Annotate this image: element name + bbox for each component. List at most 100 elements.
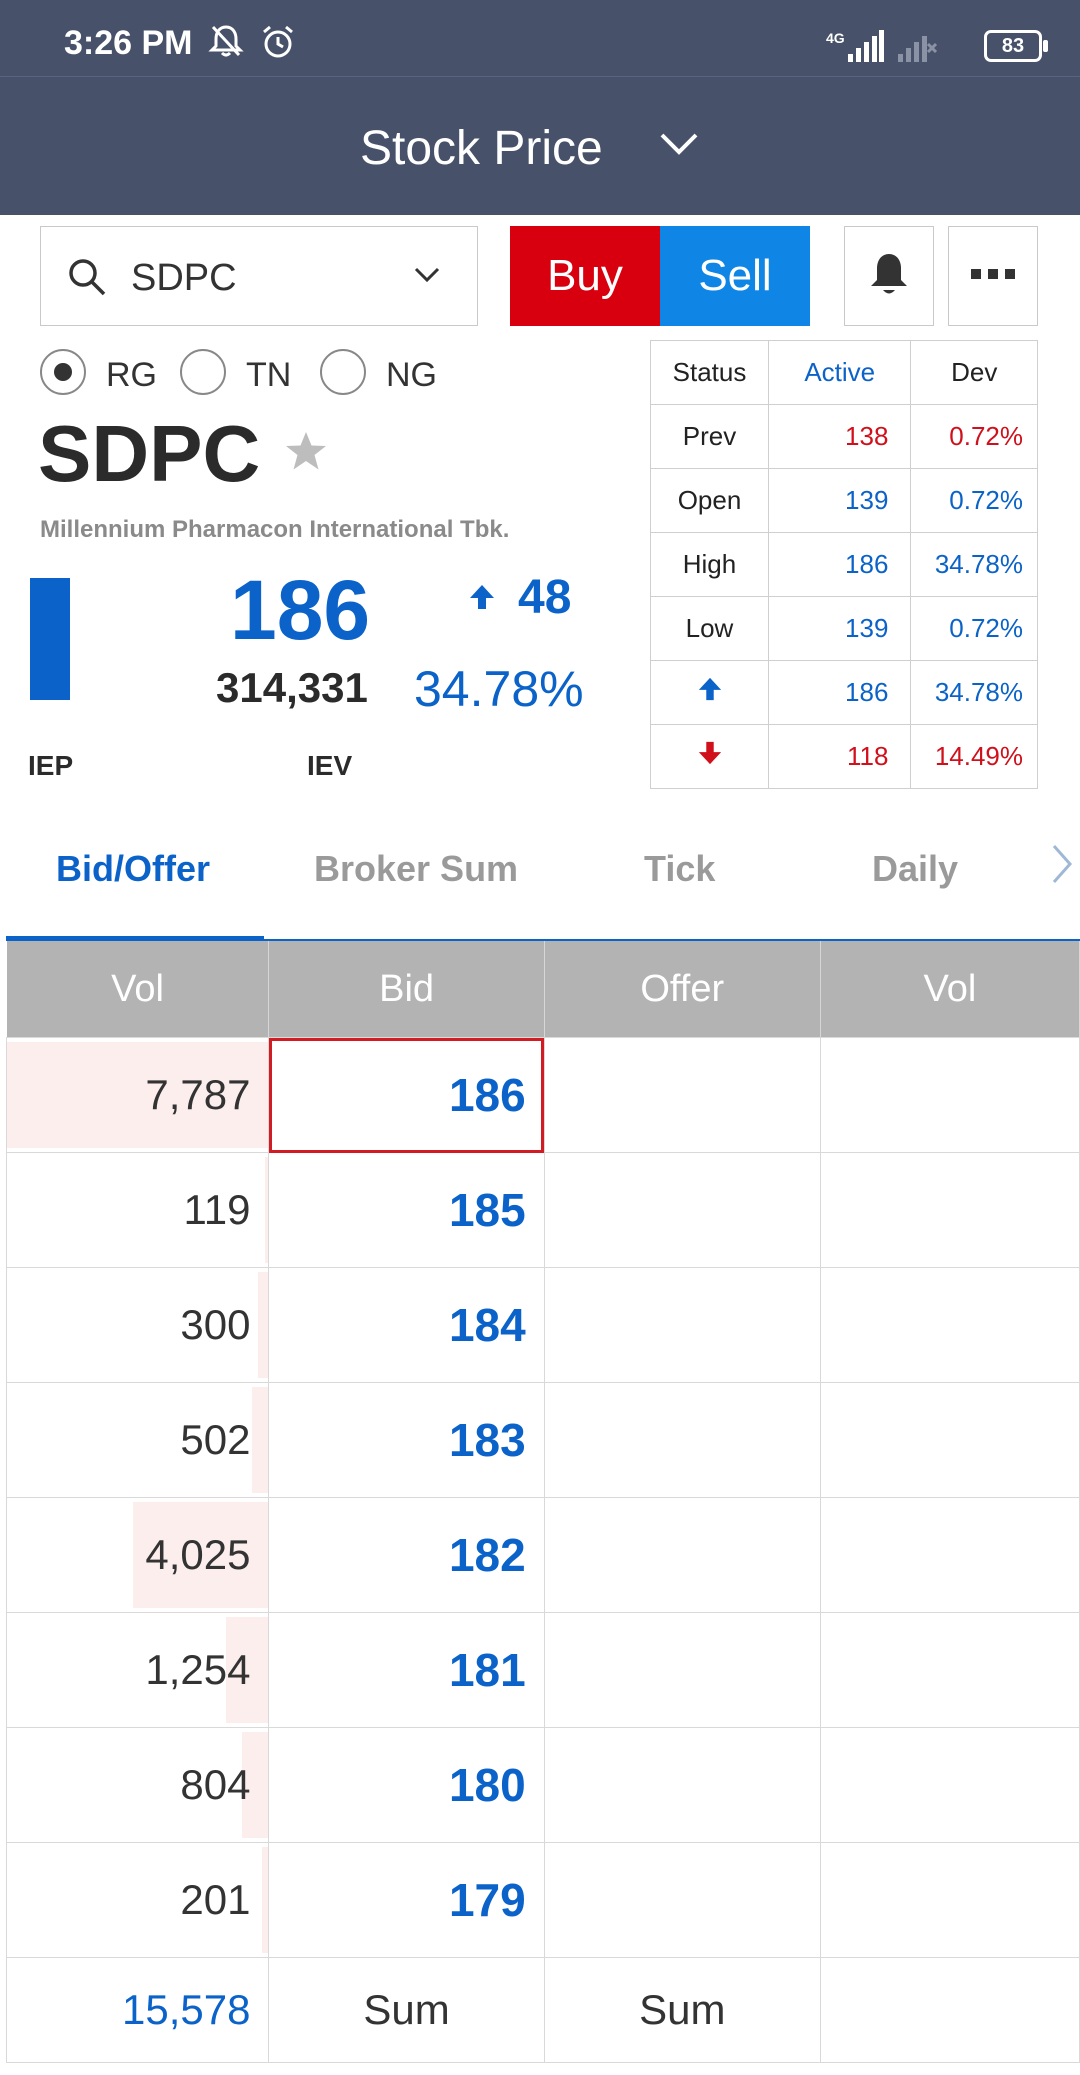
bid-volume-cell[interactable]: 4,025 bbox=[5, 1497, 270, 1613]
bid-price-cell[interactable]: 180 bbox=[268, 1727, 545, 1843]
status-row-ara: 186 34.78% bbox=[650, 660, 1038, 725]
bid-volume-bar bbox=[261, 1847, 269, 1953]
bid-header: Bid bbox=[268, 941, 545, 1038]
order-book-row[interactable]: 804 180 bbox=[5, 1727, 1080, 1843]
bid-volume-cell[interactable]: 300 bbox=[5, 1267, 270, 1383]
offer-vol-sum bbox=[819, 1957, 1080, 2063]
offer-price-cell[interactable] bbox=[543, 1727, 821, 1843]
bid-price-cell[interactable]: 182 bbox=[268, 1497, 545, 1613]
row-value: 118 bbox=[767, 724, 912, 789]
offer-volume-cell[interactable] bbox=[819, 1152, 1080, 1268]
price-change-percent: 34.78% bbox=[414, 661, 584, 717]
dev-header: Dev bbox=[910, 340, 1038, 405]
bid-vol-header: Vol bbox=[6, 941, 270, 1038]
active-tab-indicator bbox=[6, 936, 264, 941]
offer-volume-cell[interactable] bbox=[819, 1267, 1080, 1383]
bid-volume-cell[interactable]: 1,254 bbox=[5, 1612, 270, 1728]
tab-bar: Bid/Offer Broker Sum Tick Daily bbox=[0, 808, 1080, 940]
order-book-row[interactable]: 300 184 bbox=[5, 1267, 1080, 1383]
more-options-button[interactable] bbox=[948, 226, 1038, 326]
tab-bid-offer[interactable]: Bid/Offer bbox=[56, 848, 211, 889]
up-arrow-icon bbox=[468, 583, 496, 616]
down-arrow-icon bbox=[650, 724, 769, 789]
offer-volume-cell[interactable] bbox=[819, 1842, 1080, 1958]
offer-price-cell[interactable] bbox=[543, 1842, 821, 1958]
row-value: 186 bbox=[767, 532, 912, 597]
row-dev: 34.78% bbox=[910, 532, 1038, 597]
offer-volume-cell[interactable] bbox=[819, 1037, 1080, 1153]
bid-price-cell[interactable]: 179 bbox=[268, 1842, 545, 1958]
bid-volume-value: 300 bbox=[180, 1301, 251, 1348]
offer-volume-cell[interactable] bbox=[819, 1612, 1080, 1728]
order-book-row[interactable]: 502 183 bbox=[5, 1382, 1080, 1498]
offer-vol-header: Vol bbox=[820, 941, 1080, 1038]
network-type: 4G bbox=[826, 30, 845, 46]
row-value: 186 bbox=[767, 660, 912, 725]
chevron-right-icon[interactable] bbox=[1050, 842, 1074, 891]
offer-price-cell[interactable] bbox=[543, 1037, 821, 1153]
chevron-down-icon[interactable] bbox=[658, 129, 700, 164]
bid-price-cell[interactable]: 181 bbox=[268, 1612, 545, 1728]
radio-circle bbox=[40, 349, 86, 395]
tab-daily[interactable]: Daily bbox=[872, 848, 959, 889]
company-name: Millennium Pharmacon International Tbk. bbox=[40, 516, 510, 543]
price-alert-button[interactable] bbox=[844, 226, 934, 326]
offer-volume-cell[interactable] bbox=[819, 1727, 1080, 1843]
bid-price-cell[interactable]: 185 bbox=[268, 1152, 545, 1268]
bid-volume-cell[interactable]: 201 bbox=[5, 1842, 270, 1958]
bid-volume-bar bbox=[258, 1272, 269, 1378]
order-book-row[interactable]: 119 185 bbox=[5, 1152, 1080, 1268]
row-label: Open bbox=[650, 468, 769, 533]
volume-value: 314,331 bbox=[216, 664, 368, 711]
symbol-search-input[interactable]: SDPC bbox=[40, 226, 478, 326]
order-book-header: Vol Bid Offer Vol bbox=[6, 941, 1080, 1038]
offer-price-cell[interactable] bbox=[543, 1152, 821, 1268]
bell-icon bbox=[867, 250, 911, 303]
bid-volume-cell[interactable]: 119 bbox=[5, 1152, 270, 1268]
mute-notification-icon bbox=[208, 24, 244, 63]
buy-button[interactable]: Buy bbox=[510, 226, 660, 326]
status-header: Status bbox=[650, 340, 769, 405]
order-book-row[interactable]: 4,025 182 bbox=[5, 1497, 1080, 1613]
bid-price-cell[interactable]: 186 bbox=[268, 1037, 545, 1153]
bid-price-cell[interactable]: 183 bbox=[268, 1382, 545, 1498]
bid-vol-sum: 15,578 bbox=[5, 1957, 270, 2063]
alarm-icon bbox=[260, 24, 296, 65]
sell-button[interactable]: Sell bbox=[660, 226, 810, 326]
price-change: 48 bbox=[518, 571, 572, 624]
offer-price-cell[interactable] bbox=[543, 1612, 821, 1728]
tab-tick[interactable]: Tick bbox=[644, 848, 716, 889]
row-label: Prev bbox=[650, 404, 769, 469]
order-book-row[interactable]: 7,787 186 bbox=[5, 1037, 1080, 1153]
bid-volume-cell[interactable]: 804 bbox=[5, 1727, 270, 1843]
offer-volume-cell[interactable] bbox=[819, 1382, 1080, 1498]
tab-broker-sum[interactable]: Broker Sum bbox=[314, 848, 519, 889]
order-book-row[interactable]: 201 179 bbox=[5, 1842, 1080, 1958]
bid-sum-label: Sum bbox=[268, 1957, 545, 2063]
bid-volume-cell[interactable]: 502 bbox=[5, 1382, 270, 1498]
order-book-row[interactable]: 1,254 181 bbox=[5, 1612, 1080, 1728]
favorite-star-icon[interactable] bbox=[284, 430, 328, 477]
battery-indicator: 83 bbox=[984, 30, 1048, 62]
bid-volume-cell[interactable]: 7,787 bbox=[5, 1037, 270, 1153]
up-arrow-icon bbox=[650, 660, 769, 725]
row-dev: 34.78% bbox=[910, 660, 1038, 725]
bid-volume-bar bbox=[241, 1732, 269, 1838]
last-price: 186 bbox=[230, 563, 371, 657]
bid-volume-value: 4,025 bbox=[145, 1531, 251, 1578]
page-title[interactable]: Stock Price bbox=[360, 122, 603, 175]
offer-volume-cell[interactable] bbox=[819, 1497, 1080, 1613]
iev-label: IEV bbox=[307, 750, 353, 781]
chevron-down-icon[interactable] bbox=[413, 265, 441, 290]
status-bar: 3:26 PM 4G 83 bbox=[0, 0, 1080, 76]
iep-label: IEP bbox=[28, 750, 74, 781]
row-dev: 0.72% bbox=[910, 596, 1038, 661]
offer-sum-label: Sum bbox=[543, 1957, 821, 2063]
bid-price-cell[interactable]: 184 bbox=[268, 1267, 545, 1383]
status-row-high: High 186 34.78% bbox=[650, 532, 1038, 597]
row-dev: 0.72% bbox=[910, 404, 1038, 469]
offer-price-cell[interactable] bbox=[543, 1382, 821, 1498]
offer-price-cell[interactable] bbox=[543, 1267, 821, 1383]
offer-price-cell[interactable] bbox=[543, 1497, 821, 1613]
iep-bar bbox=[30, 578, 70, 700]
